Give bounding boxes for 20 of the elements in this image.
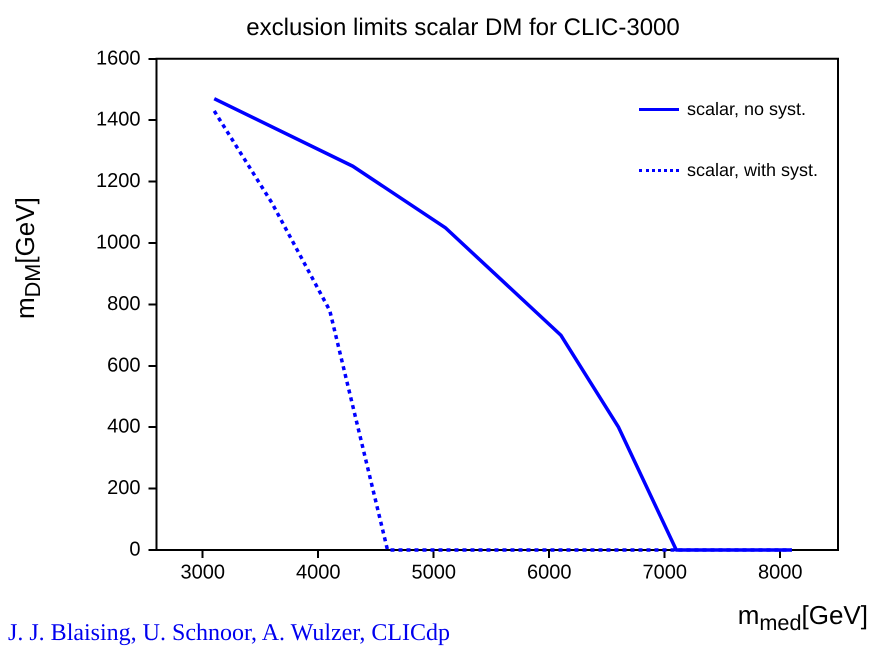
x-axis-title: m$_{med}$[GeV] xyxy=(738,600,868,636)
x-tick-label: 8000 xyxy=(758,562,802,584)
y-tick-label: 600 xyxy=(107,354,140,376)
x-tick-label: 7000 xyxy=(642,562,687,584)
text: J. J. Blaising, U. Schnoor, A. Wulzer, CLICdp xyxy=(8,620,450,647)
chart-title: exclusion limits scalar DM for CLIC-3000 xyxy=(246,14,680,42)
y-tick-label: 1600 xyxy=(96,47,140,70)
legend-label: scalar, with syst. xyxy=(686,160,818,181)
x-tick-label: 4000 xyxy=(296,562,340,584)
y-tick-label: 200 xyxy=(107,477,140,500)
x-tick-label: 3000 xyxy=(180,562,225,584)
y-tick-label: 1400 xyxy=(96,108,140,131)
x-tick-label: 6000 xyxy=(526,562,572,584)
y-tick-label: 1000 xyxy=(96,232,140,254)
y-tick-label: 800 xyxy=(107,292,140,315)
y-tick-label: 0 xyxy=(129,538,140,561)
x-tick-label: 5000 xyxy=(411,562,456,584)
y-tick-label: 400 xyxy=(107,416,140,438)
y-tick-label: 1200 xyxy=(96,170,140,192)
legend-label: scalar, no syst. xyxy=(686,98,806,120)
